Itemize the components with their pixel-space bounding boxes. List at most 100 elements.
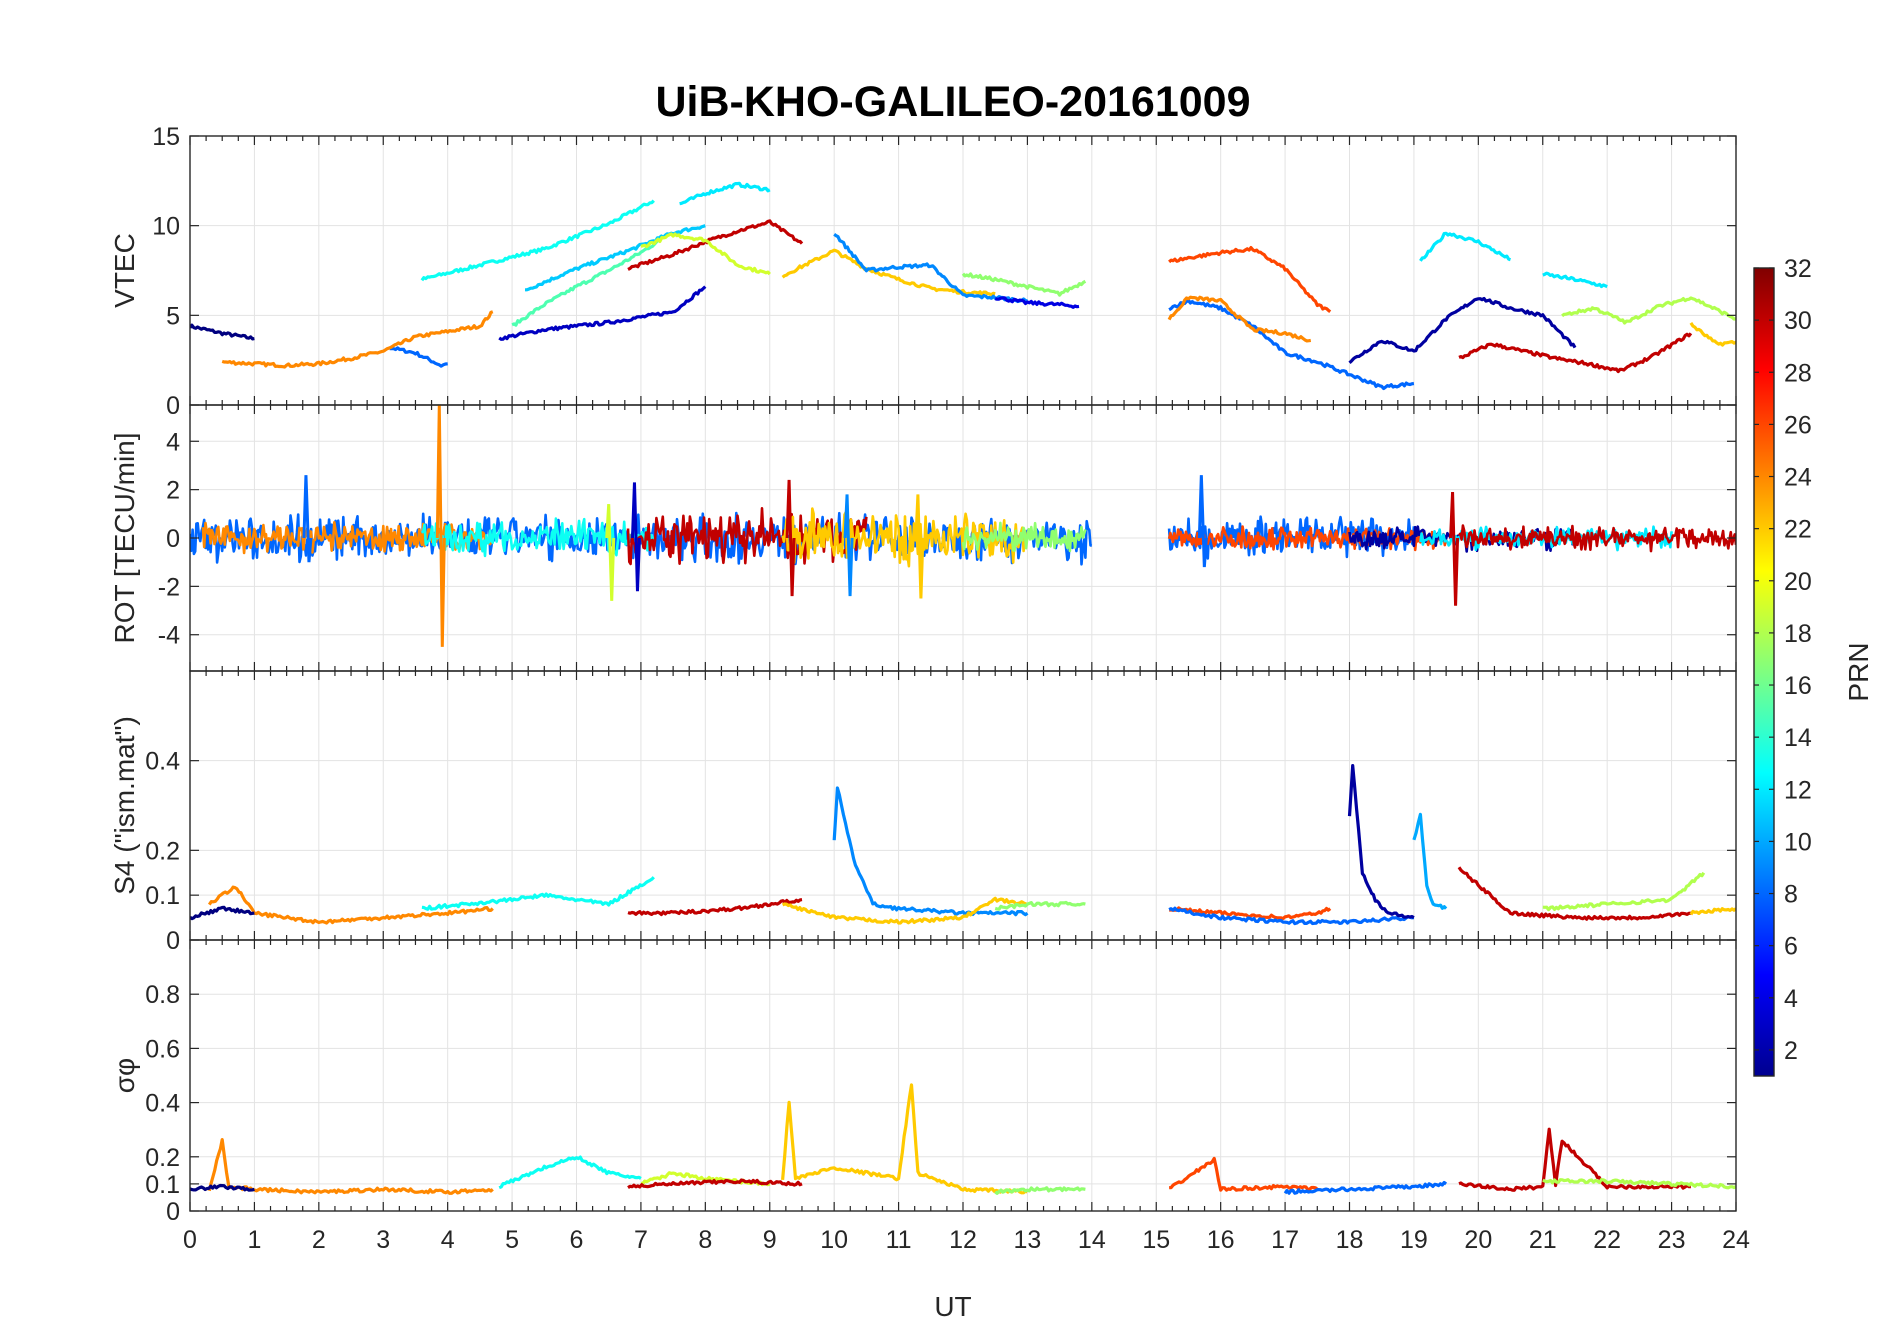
series-prn-18: [1561, 296, 1736, 325]
x-tick-label: 17: [1271, 1226, 1299, 1254]
series-prn-24: [221, 310, 494, 369]
y-tick-label: 0.6: [145, 1035, 180, 1063]
series-prn-12: [1542, 271, 1608, 289]
y-tick-label: 0: [166, 927, 180, 955]
x-tick-label: 3: [376, 1226, 390, 1254]
series-prn-30: [1458, 1127, 1691, 1192]
colorbar-tick-label: 22: [1784, 516, 1812, 544]
y-tick-label: 0.4: [145, 748, 180, 776]
series-prn-30: [1457, 866, 1692, 921]
rot-series-prn-30: [626, 507, 868, 566]
panel-3: 0 0.1 0.2 0.4S4 ("ism.mat"): [109, 670, 1737, 955]
colorbar-tick-label: 16: [1784, 672, 1812, 700]
panel-2: -4 -2 0 2 4 ROT [TECU/min]: [109, 404, 1737, 672]
x-tick-label: 14: [1078, 1226, 1106, 1254]
series-prn-30: [627, 219, 804, 271]
y-tick-label: -4: [158, 622, 180, 650]
y-tick-label: 5: [166, 302, 180, 330]
colorbar-tick-label: 12: [1784, 776, 1812, 804]
rot-spike-prn-8: [302, 475, 313, 563]
colorbar-tick-label: 30: [1784, 307, 1812, 335]
series-prn-24: [207, 885, 494, 925]
series-prn-18: [1542, 871, 1706, 912]
series-prn-22: [781, 1083, 1029, 1195]
y-tick-label: 0.1: [145, 1171, 180, 1199]
colorbar-tick-label: 18: [1784, 620, 1812, 648]
series-prn-9: [833, 232, 1028, 304]
colorbar-tick-label: 28: [1784, 359, 1812, 387]
series-prn-17: [994, 900, 1086, 911]
panel-data: [190, 764, 1736, 926]
x-tick-label: 13: [1014, 1226, 1042, 1254]
colorbar-label: PRN: [1843, 642, 1874, 701]
y-axis-label: S4 ("ism.mat"): [109, 716, 140, 895]
series-prn-2: [1347, 764, 1415, 920]
series-prn-22: [781, 896, 1028, 925]
x-tick-label: 6: [570, 1226, 584, 1254]
y-tick-label: 0.1: [145, 882, 180, 910]
x-tick-label: 5: [505, 1226, 519, 1254]
colorbar-tick-label: 24: [1784, 464, 1812, 492]
series-prn-3: [498, 285, 707, 341]
rot-series-prn-30: [1457, 524, 1736, 553]
x-tick-label: 18: [1336, 1226, 1364, 1254]
series-prn-26: [1168, 246, 1332, 313]
series-prn-12: [679, 181, 771, 206]
colorbar-tick-label: 10: [1784, 828, 1812, 856]
y-tick-label: 0: [166, 392, 180, 420]
rot-series-prn-22: [781, 507, 1029, 568]
chart-title: UiB-KHO-GALILEO-20161009: [656, 78, 1251, 126]
x-tick-label: 1: [247, 1226, 261, 1254]
series-prn-2: [1348, 296, 1577, 364]
series-prn-13: [421, 876, 655, 911]
panel-data: [190, 405, 1736, 647]
rot-spike-prn-19: [605, 504, 616, 601]
panel-1: 0 5 10 15 VTEC: [109, 123, 1737, 420]
x-tick-label: 21: [1529, 1226, 1557, 1254]
y-axis-label: ROT [TECU/min]: [109, 432, 140, 643]
rot-spike-prn-30: [1449, 491, 1460, 606]
x-tick-label: 16: [1207, 1226, 1235, 1254]
series-prn-1: [190, 323, 255, 341]
series-prn-13: [498, 1155, 642, 1190]
y-axis-label: σφ: [109, 1058, 140, 1093]
series-prn-8: [1168, 298, 1415, 391]
series-prn-8: [1283, 1180, 1448, 1195]
x-axis-label: UT: [934, 1291, 971, 1322]
x-tick-label: 20: [1464, 1226, 1492, 1254]
y-tick-label: 15: [152, 123, 180, 151]
colorbar-tick-label: 32: [1784, 255, 1812, 283]
rot-series-prn-24: [201, 521, 495, 555]
series-prn-1: [190, 1183, 255, 1192]
rot-spike-prn-30: [785, 479, 796, 597]
colorbar-tick-label: 14: [1784, 724, 1812, 752]
x-tick-label: 15: [1142, 1226, 1170, 1254]
y-tick-label: 0.8: [145, 981, 180, 1009]
colorbar-tick-label: 6: [1784, 933, 1798, 961]
series-prn-24: [207, 1138, 494, 1195]
rot-spike-prn-3: [630, 482, 641, 592]
panel-data: [190, 1083, 1736, 1195]
series-prn-22: [1689, 907, 1736, 916]
series-prn-18: [1542, 1178, 1736, 1190]
x-tick-label: 9: [763, 1226, 777, 1254]
series-prn-22: [1689, 322, 1736, 347]
rot-spike-prn-9: [843, 494, 854, 597]
series-prn-30: [1458, 332, 1693, 374]
y-tick-label: 0: [166, 525, 180, 553]
y-tick-label: 0: [166, 1198, 180, 1226]
colorbar-tick-label: 2: [1784, 1037, 1798, 1065]
y-tick-label: -2: [158, 573, 180, 601]
x-tick-label: 0: [183, 1226, 197, 1254]
rot-series-prn-17: [961, 521, 1087, 553]
colorbar-frame: [1753, 267, 1775, 1077]
series-prn-10: [1412, 812, 1448, 910]
y-tick-label: 0.2: [145, 1144, 180, 1172]
series-prn-1: [190, 905, 255, 921]
series-prn-13: [420, 199, 655, 282]
x-tick-label: 23: [1658, 1226, 1686, 1254]
series-prn-24: [1167, 295, 1312, 343]
y-axis-label: VTEC: [109, 233, 140, 308]
